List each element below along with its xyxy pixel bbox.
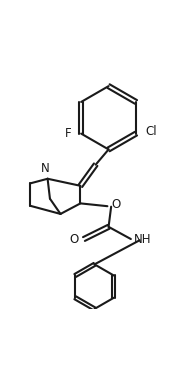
Text: F: F [65,127,72,140]
Text: N: N [41,162,50,175]
Text: NH: NH [134,232,152,246]
Text: O: O [70,232,79,246]
Text: O: O [112,198,121,211]
Text: Cl: Cl [145,125,157,138]
